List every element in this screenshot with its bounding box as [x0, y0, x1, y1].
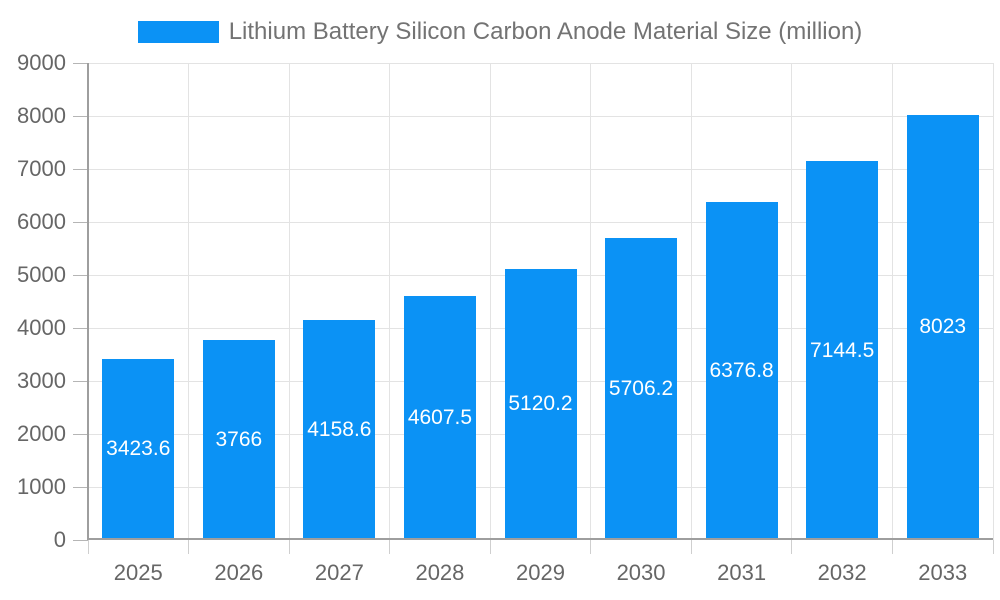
- bar-value-label: 5120.2: [508, 392, 573, 416]
- y-axis-label: 2000: [17, 421, 66, 446]
- legend-swatch-icon: [137, 21, 219, 43]
- x-axis-label: 2027: [314, 560, 364, 585]
- y-axis-tick: [73, 274, 88, 276]
- y-axis-tick: [73, 327, 88, 329]
- y-axis-tick: [73, 486, 88, 488]
- chart-title: Lithium Battery Silicon Carbon Anode Mat…: [228, 18, 863, 45]
- x-axis-label: 2026: [214, 560, 264, 585]
- bar-2026[interactable]: 3766: [202, 340, 275, 540]
- gridline-vertical: [891, 63, 893, 540]
- bar-value-label: 8023: [919, 315, 967, 339]
- x-axis-tick: [188, 540, 190, 554]
- bar-value-label: 6376.8: [709, 359, 774, 383]
- gridline-vertical: [690, 63, 692, 540]
- x-axis-label: 2025: [113, 560, 163, 585]
- gridline-vertical: [188, 63, 190, 540]
- plot-area: 0 1000 2000 3000 4000 5000 6000 7000 8000 9000 202…: [17, 50, 994, 585]
- bar-value-label: 5706.2: [608, 376, 674, 400]
- bar-value-label: 4607.5: [407, 405, 473, 429]
- gridline-vertical: [389, 63, 391, 540]
- x-axis-tick: [87, 540, 89, 554]
- x-axis-tick: [791, 540, 793, 554]
- gridline-vertical: [489, 63, 491, 540]
- gridline-horizontal: [88, 221, 993, 223]
- y-axis-label: 7000: [17, 156, 66, 181]
- x-axis-tick: [992, 540, 994, 554]
- y-axis-tick: [73, 433, 88, 435]
- x-axis-tick: [489, 540, 491, 554]
- x-axis-label: 2032: [817, 560, 867, 585]
- y-axis-tick: [73, 168, 88, 170]
- x-axis-label: 2029: [516, 560, 565, 585]
- x-axis-tick: [288, 540, 290, 554]
- y-axis-tick: [73, 380, 88, 382]
- y-axis-tick: [73, 221, 88, 223]
- y-axis-tick: [73, 62, 88, 64]
- y-axis-label: 1000: [17, 474, 66, 499]
- gridline-vertical: [590, 63, 592, 540]
- bar-value-label: 7144.5: [810, 338, 875, 362]
- x-axis-tick: [590, 540, 592, 554]
- bar-value-label: 3766: [215, 428, 263, 452]
- y-axis-tick: [73, 115, 88, 117]
- y-axis-label: 9000: [17, 50, 66, 75]
- legend[interactable]: Lithium Battery Silicon Carbon Anode Mat…: [0, 18, 1000, 46]
- y-axis-line: [87, 63, 89, 540]
- bar-2031[interactable]: 6376.8: [705, 202, 778, 540]
- x-axis-tick: [690, 540, 692, 554]
- x-axis-label: 2028: [415, 560, 465, 585]
- bar-2027[interactable]: 4158.6: [303, 319, 376, 540]
- bar-2028[interactable]: 4607.5: [403, 295, 476, 540]
- x-axis-label: 2031: [717, 560, 767, 585]
- gridline-vertical: [288, 63, 290, 540]
- x-axis-label: 2030: [616, 560, 666, 585]
- gridline-vertical: [992, 63, 994, 540]
- y-axis-tick: [73, 539, 88, 541]
- bar-2029[interactable]: 5120.2: [504, 268, 577, 540]
- gridline-horizontal: [88, 62, 993, 64]
- x-axis-tick: [389, 540, 391, 554]
- bar-2033[interactable]: 8023: [906, 114, 979, 540]
- bar-value-label: 3423.6: [106, 437, 171, 461]
- y-axis-label: 0: [53, 527, 66, 552]
- x-axis-tick: [891, 540, 893, 554]
- bar-2032[interactable]: 7144.5: [806, 161, 879, 540]
- bar-2030[interactable]: 5706.2: [605, 237, 678, 540]
- gridline-horizontal: [88, 115, 993, 117]
- y-axis-label: 4000: [17, 315, 66, 340]
- gridline-vertical: [791, 63, 793, 540]
- y-axis-label: 5000: [17, 262, 66, 287]
- bar-value-label: 4158.6: [307, 417, 372, 441]
- y-axis-label: 3000: [17, 368, 66, 393]
- bar-2025[interactable]: 3423.6: [102, 358, 175, 540]
- y-axis-label: 6000: [17, 209, 66, 234]
- x-axis-label: 2033: [918, 560, 968, 585]
- x-axis-line: [88, 538, 993, 540]
- gridline-horizontal: [88, 168, 993, 170]
- y-axis-label: 8000: [17, 103, 66, 128]
